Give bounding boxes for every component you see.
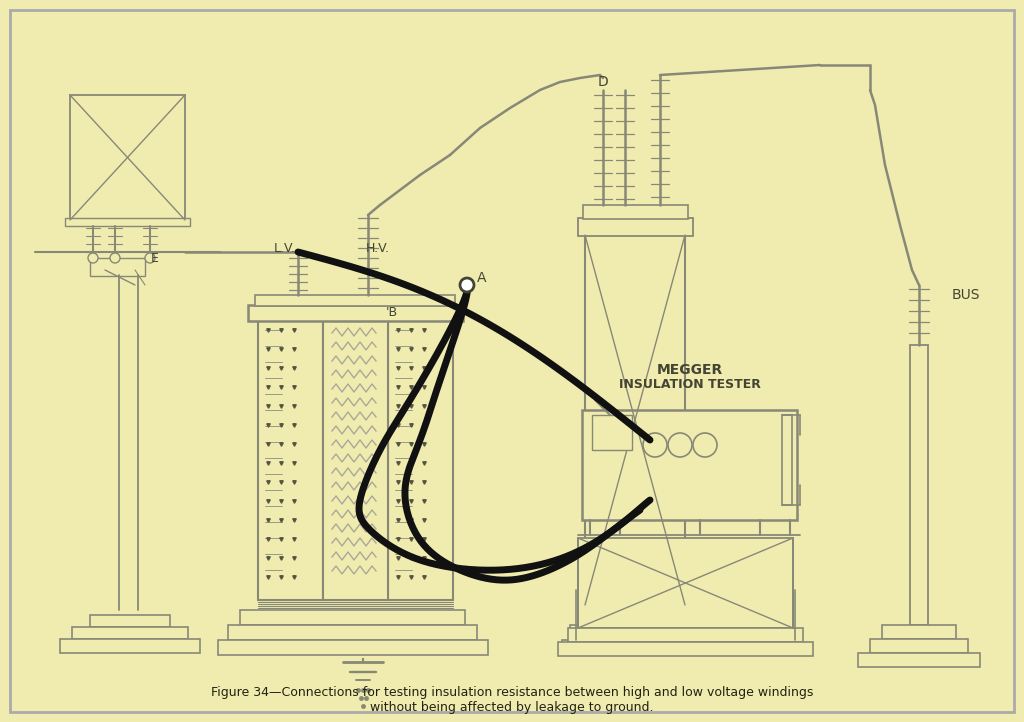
Circle shape xyxy=(88,253,98,263)
Bar xyxy=(323,320,388,600)
Bar xyxy=(258,320,323,600)
Bar xyxy=(65,218,190,226)
Bar xyxy=(570,625,701,640)
Text: Figure 34—Connections for testing insulation resistance between high and low vol: Figure 34—Connections for testing insula… xyxy=(211,686,813,714)
Text: H.V.: H.V. xyxy=(366,241,390,254)
Bar xyxy=(218,640,488,655)
Text: INSULATION TESTER: INSULATION TESTER xyxy=(620,378,761,391)
Circle shape xyxy=(145,253,155,263)
Text: L.V.: L.V. xyxy=(274,241,296,254)
Bar xyxy=(578,610,693,625)
Bar xyxy=(90,615,170,627)
Bar xyxy=(90,258,145,276)
Text: A: A xyxy=(477,271,486,285)
Bar xyxy=(910,345,928,625)
Bar xyxy=(583,205,688,219)
Bar xyxy=(558,642,813,656)
Bar xyxy=(70,95,185,220)
Text: D: D xyxy=(598,75,608,89)
Bar xyxy=(870,639,968,653)
Bar xyxy=(592,415,632,450)
Bar xyxy=(578,538,793,628)
Text: BUS: BUS xyxy=(952,288,981,302)
Bar xyxy=(255,295,455,306)
Bar xyxy=(882,625,956,639)
Bar xyxy=(388,320,453,600)
Circle shape xyxy=(668,433,692,457)
Bar xyxy=(858,653,980,667)
Circle shape xyxy=(460,278,474,292)
Text: MEGGER: MEGGER xyxy=(656,363,723,377)
Bar xyxy=(562,640,710,655)
Bar xyxy=(568,628,803,642)
Bar xyxy=(72,627,188,639)
Text: E: E xyxy=(152,251,159,264)
Bar xyxy=(782,415,792,505)
Bar xyxy=(60,639,200,653)
Bar xyxy=(228,625,477,640)
Bar xyxy=(585,235,685,605)
Bar xyxy=(240,610,465,625)
Circle shape xyxy=(693,433,717,457)
Circle shape xyxy=(643,433,667,457)
Bar xyxy=(582,410,797,520)
Circle shape xyxy=(110,253,120,263)
Bar xyxy=(578,218,693,236)
Bar xyxy=(248,305,463,321)
Text: 'B: 'B xyxy=(386,305,398,318)
